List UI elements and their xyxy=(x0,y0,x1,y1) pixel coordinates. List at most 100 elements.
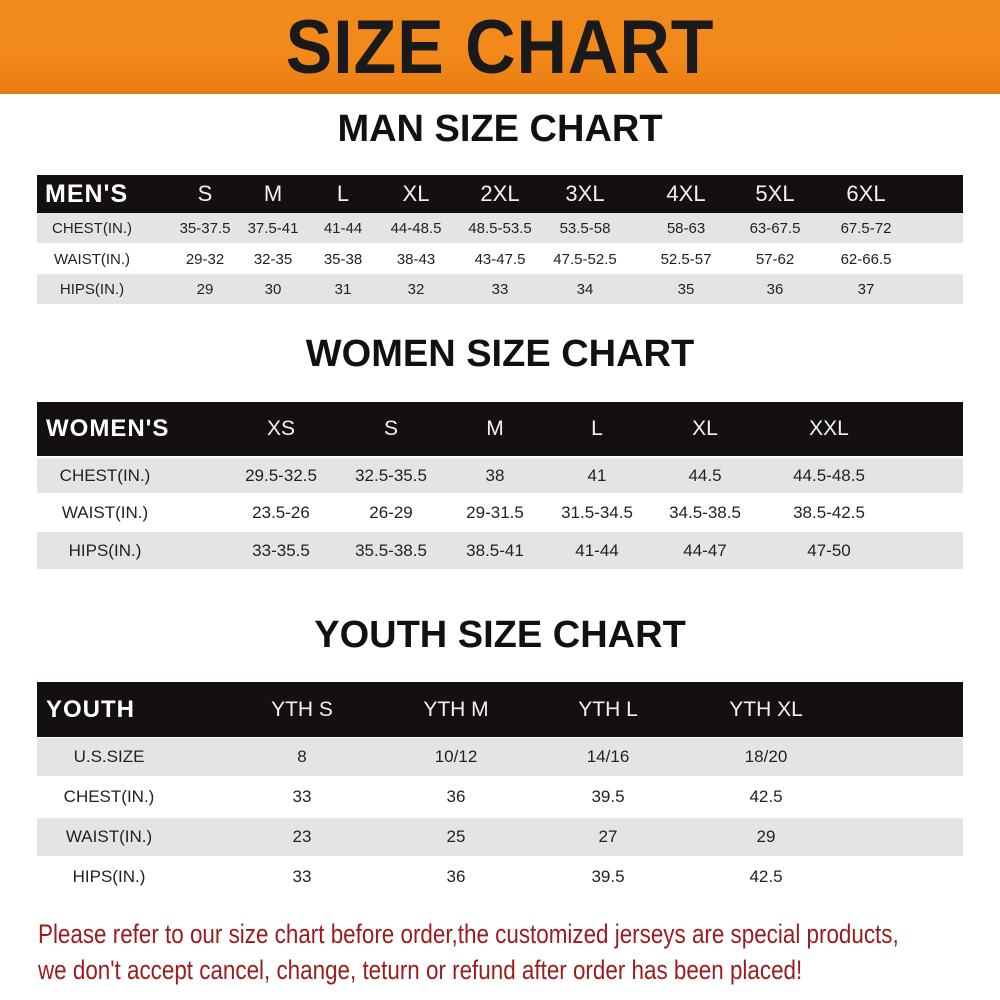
measurement-cell: 53.5-58 xyxy=(559,219,611,237)
table-title-cell: MEN'S xyxy=(45,179,129,208)
row-label: U.S.SIZE xyxy=(73,747,145,766)
men-section-title: MAN SIZE CHART xyxy=(337,108,663,150)
table-row: CHEST(IN.) 33 36 39.5 42.5 xyxy=(37,778,963,816)
measurement-cell: 58-63 xyxy=(666,219,706,237)
measurement-cell: 44.5-48.5 xyxy=(793,465,865,485)
measurement-cell: 42.5 xyxy=(749,787,783,806)
measurement-cell: 29.5-32.5 xyxy=(245,465,317,485)
notice-line-2: we don't accept cancel, change, teturn o… xyxy=(38,955,803,985)
size-header-cell: 2XL xyxy=(480,181,520,206)
size-header-cell: M xyxy=(486,417,504,440)
measurement-cell: 23 xyxy=(292,827,312,846)
measurement-cell: 43-47.5 xyxy=(474,250,526,268)
size-header-cell: XL xyxy=(692,417,718,440)
measurement-cell: 41 xyxy=(587,465,607,485)
size-header-cell: YTH L xyxy=(578,697,638,721)
table-row: WAIST(IN.) 23.5-26 26-29 29-31.5 31.5-34.5 34… xyxy=(37,494,963,531)
table-row: CHEST(IN.) 35-37.5 37.5-41 41-44 44-48.5 48.5… xyxy=(37,213,963,243)
measurement-cell: 36 xyxy=(446,867,466,886)
row-label: WAIST(IN.) xyxy=(61,502,149,522)
measurement-cell: 23.5-26 xyxy=(252,502,310,522)
measurement-cell: 41-44 xyxy=(323,219,363,237)
table-header-row: MEN'S S M L XL 2XL 3XL 4XL 5XL 6XL xyxy=(37,175,963,213)
measurement-cell: 63-67.5 xyxy=(749,219,801,237)
table-title-cell: YOUTH xyxy=(46,695,135,723)
table-header-row: WOMEN'S XS S M L XL XXL xyxy=(37,402,963,456)
table-row: U.S.SIZE 8 10/12 14/16 18/20 xyxy=(37,738,963,776)
size-header-cell: S xyxy=(197,181,213,206)
measurement-cell: 33 xyxy=(491,280,509,298)
banner: SIZE CHART xyxy=(0,0,1000,94)
measurement-cell: 26-29 xyxy=(369,502,413,522)
measurement-cell: 34 xyxy=(576,280,594,298)
size-header-cell: L xyxy=(591,417,603,440)
measurement-cell: 33-35.5 xyxy=(252,540,310,560)
measurement-cell: 37 xyxy=(857,280,875,298)
measurement-cell: 44.5 xyxy=(688,465,722,485)
table-title-cell: WOMEN'S xyxy=(46,415,170,442)
size-header-cell: L xyxy=(336,181,350,206)
measurement-cell: 36 xyxy=(446,787,466,806)
size-header-cell: S xyxy=(383,417,399,440)
measurement-cell: 31 xyxy=(334,280,352,298)
table-row: HIPS(IN.) 29 30 31 32 33 34 35 36 37 xyxy=(37,274,963,304)
size-header-cell: YTH M xyxy=(423,697,489,721)
row-label: WAIST(IN.) xyxy=(53,250,131,268)
measurement-cell: 27 xyxy=(598,827,618,846)
table-row: WAIST(IN.) 29-32 32-35 35-38 38-43 43-47.5 47.… xyxy=(37,244,963,274)
table-row: CHEST(IN.) 29.5-32.5 32.5-35.5 38 41 44.5 44.5… xyxy=(37,458,963,493)
size-header-cell: YTH S xyxy=(271,697,333,721)
measurement-cell: 29 xyxy=(756,827,776,846)
measurement-cell: 31.5-34.5 xyxy=(561,502,633,522)
measurement-cell: 38.5-41 xyxy=(466,540,524,560)
measurement-cell: 10/12 xyxy=(434,747,478,766)
measurement-cell: 47.5-52.5 xyxy=(553,250,617,268)
women-section-title: WOMEN SIZE CHART xyxy=(305,333,695,375)
measurement-cell: 38-43 xyxy=(396,250,436,268)
measurement-cell: 44-47 xyxy=(683,540,727,560)
measurement-cell: 44-48.5 xyxy=(390,219,442,237)
size-header-cell: YTH XL xyxy=(729,697,803,721)
measurement-cell: 25 xyxy=(446,827,466,846)
measurement-cell: 52.5-57 xyxy=(660,250,712,268)
size-header-cell: 5XL xyxy=(755,181,795,206)
measurement-cell: 38.5-42.5 xyxy=(793,502,865,522)
measurement-cell: 32.5-35.5 xyxy=(355,465,427,485)
youth-section-title: YOUTH SIZE CHART xyxy=(314,614,686,656)
measurement-cell: 39.5 xyxy=(591,867,625,886)
table-row: WAIST(IN.) 23 25 27 29 xyxy=(37,818,963,856)
measurement-cell: 35-38 xyxy=(323,250,363,268)
measurement-cell: 32-35 xyxy=(253,250,293,268)
size-header-cell: M xyxy=(263,181,283,206)
measurement-cell: 14/16 xyxy=(586,747,630,766)
measurement-cell: 29 xyxy=(196,280,214,298)
measurement-cell: 47-50 xyxy=(807,540,851,560)
measurement-cell: 37.5-41 xyxy=(247,219,299,237)
row-label: CHEST(IN.) xyxy=(63,787,155,806)
measurement-cell: 35 xyxy=(677,280,695,298)
size-header-cell: 3XL xyxy=(565,181,605,206)
measurement-cell: 34.5-38.5 xyxy=(669,502,741,522)
measurement-cell: 41-44 xyxy=(575,540,619,560)
table-header-row: YOUTH YTH S YTH M YTH L YTH XL xyxy=(37,682,963,737)
row-label: WAIST(IN.) xyxy=(65,827,153,846)
measurement-cell: 29-32 xyxy=(185,250,225,268)
measurement-cell: 33 xyxy=(292,787,312,806)
row-label: CHEST(IN.) xyxy=(52,219,132,237)
row-label: HIPS(IN.) xyxy=(59,280,125,298)
measurement-cell: 42.5 xyxy=(749,867,783,886)
row-label: CHEST(IN.) xyxy=(59,465,151,485)
measurement-cell: 62-66.5 xyxy=(840,250,892,268)
measurement-cell: 67.5-72 xyxy=(840,219,892,237)
notice-line-1: Please refer to our size chart before or… xyxy=(38,919,899,949)
table-row: HIPS(IN.) 33 36 39.5 42.5 xyxy=(37,858,963,896)
measurement-cell: 39.5 xyxy=(591,787,625,806)
row-label: HIPS(IN.) xyxy=(68,540,142,560)
size-header-cell: XL xyxy=(402,181,430,206)
table-row: HIPS(IN.) 33-35.5 35.5-38.5 38.5-41 41-44 44-… xyxy=(37,532,963,569)
size-header-cell: XXL xyxy=(809,417,849,440)
measurement-cell: 33 xyxy=(292,867,312,886)
measurement-cell: 30 xyxy=(264,280,282,298)
banner-title: SIZE CHART xyxy=(285,5,715,90)
size-header-cell: XS xyxy=(266,417,296,440)
